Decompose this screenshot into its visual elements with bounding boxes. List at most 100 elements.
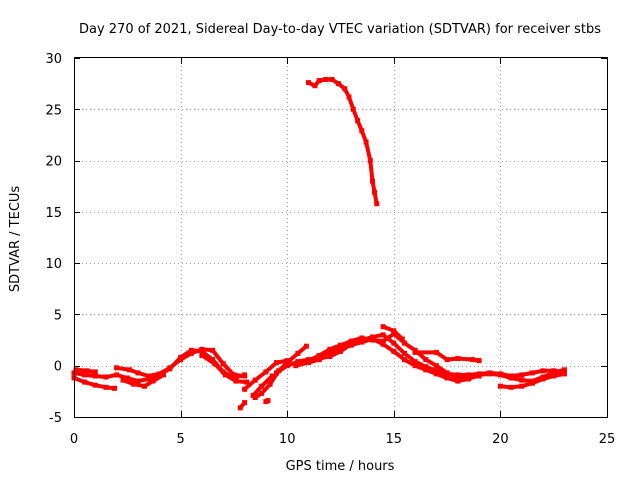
data-point <box>131 381 137 387</box>
data-point <box>529 370 535 376</box>
data-point <box>402 350 407 356</box>
data-point <box>274 370 279 376</box>
data-point <box>92 382 98 388</box>
data-point <box>348 342 354 348</box>
x-tick-label: 10 <box>279 432 296 447</box>
y-axis-label: SDTVAR / TECUs <box>8 186 23 293</box>
data-point <box>210 357 216 363</box>
data-point <box>252 377 258 383</box>
y-tick-label: 30 <box>45 52 62 67</box>
data-point <box>529 380 535 386</box>
data-point <box>465 376 471 382</box>
data-point <box>316 357 322 363</box>
data-point <box>114 365 120 371</box>
data-point <box>82 379 88 385</box>
y-tick-label: 0 <box>54 360 62 375</box>
data-point <box>114 372 120 378</box>
chart-title: Day 270 of 2021, Sidereal Day-to-day VTE… <box>79 22 601 37</box>
data-point <box>316 353 322 358</box>
data-point <box>391 328 397 334</box>
data-point <box>433 363 439 369</box>
data-point <box>433 371 439 377</box>
data-point <box>329 77 335 82</box>
data-point <box>199 353 205 358</box>
x-axis-label: GPS time / hours <box>286 459 395 474</box>
data-point <box>188 350 194 356</box>
data-point <box>444 375 450 381</box>
data-point <box>150 378 156 384</box>
data-point <box>367 158 373 164</box>
data-point <box>126 367 132 373</box>
data-point <box>508 375 514 381</box>
data-point <box>540 368 546 374</box>
x-tick-label: 20 <box>492 432 509 447</box>
data-point <box>465 372 471 378</box>
data-point <box>412 349 418 355</box>
data-point <box>399 336 405 342</box>
data-point <box>561 371 567 377</box>
data-point <box>286 358 292 364</box>
data-point <box>141 383 147 389</box>
data-point <box>231 372 237 378</box>
data-point <box>359 128 365 134</box>
data-point <box>391 340 397 346</box>
y-tick-label: 25 <box>45 103 62 118</box>
data-point <box>188 347 194 353</box>
data-point <box>470 357 476 363</box>
grid-lines <box>74 58 607 417</box>
series-h-line <box>242 358 290 392</box>
data-point <box>476 358 482 364</box>
data-point <box>112 385 117 391</box>
data-point <box>359 335 365 341</box>
data-point <box>263 369 269 375</box>
data-point <box>412 363 418 369</box>
data-point <box>402 340 407 346</box>
x-tick-label: 25 <box>599 432 616 447</box>
y-tick-label: 5 <box>54 308 62 323</box>
data-point <box>359 339 365 345</box>
data-point <box>433 349 439 355</box>
data-point <box>84 368 90 374</box>
data-point <box>497 372 503 378</box>
data-point <box>135 370 141 376</box>
data-point <box>267 381 273 387</box>
data-point <box>284 363 290 369</box>
data-point <box>327 354 333 359</box>
data-point <box>92 369 98 375</box>
data-point <box>237 405 243 411</box>
data-point <box>269 373 275 379</box>
data-point <box>178 357 184 363</box>
data-point <box>222 372 228 378</box>
data-point <box>455 356 461 361</box>
data-point <box>370 336 375 342</box>
data-point <box>306 360 311 366</box>
data-point <box>433 368 439 374</box>
tick-labels: 0 5 10 15 20 25 -5 0 5 10 15 20 25 30 <box>45 52 615 447</box>
data-point <box>348 338 354 344</box>
data-point <box>146 373 152 379</box>
plot-frame <box>74 57 608 418</box>
x-tick-label: 5 <box>176 432 184 447</box>
data-point <box>242 386 248 392</box>
data-point <box>212 361 218 367</box>
data-point <box>335 81 341 87</box>
data-point <box>540 376 546 382</box>
data-point <box>161 372 166 378</box>
axis-ticks <box>74 58 608 418</box>
data-point <box>146 376 152 382</box>
data-point <box>103 374 109 380</box>
data-point <box>82 372 88 378</box>
data-point <box>391 331 397 337</box>
data-point <box>508 384 514 390</box>
data-point <box>380 332 386 338</box>
y-tick-label: 15 <box>45 206 62 221</box>
data-point <box>303 343 309 349</box>
data-point <box>312 83 318 89</box>
data-point <box>259 390 265 396</box>
data-series-group <box>71 77 567 411</box>
data-point <box>423 367 429 373</box>
data-point <box>380 338 386 344</box>
data-point <box>370 178 375 184</box>
data-point <box>519 383 525 389</box>
